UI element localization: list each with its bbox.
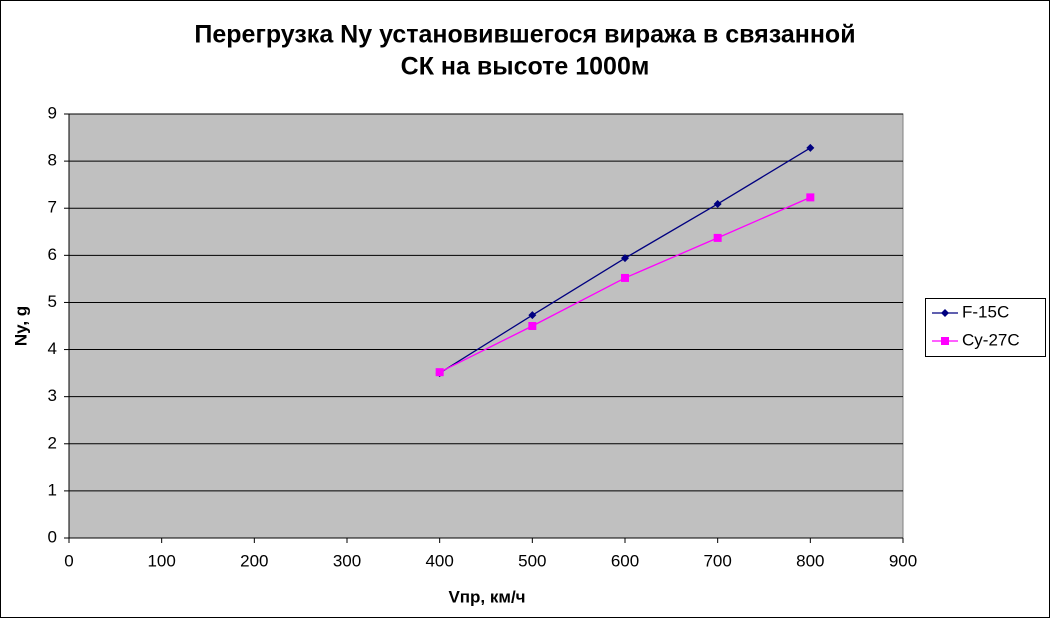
x-tick-label: 0 (64, 551, 73, 570)
marker (806, 193, 815, 202)
x-tick-label: 800 (796, 551, 824, 570)
x-tick-label: 400 (425, 551, 453, 570)
x-tick-label: 700 (703, 551, 731, 570)
y-tick-label: 9 (48, 103, 57, 122)
marker (528, 311, 537, 320)
marker (621, 254, 629, 263)
chart-title: Перегрузка Ny установившегося виража в с… (194, 21, 855, 49)
y-axis-label: Ny, g (11, 306, 30, 346)
marker (941, 309, 949, 317)
x-tick-label: 200 (240, 551, 268, 570)
marker (621, 273, 629, 282)
y-tick-label: 5 (48, 292, 57, 311)
x-tick-label: 300 (333, 551, 361, 570)
marker (713, 233, 722, 242)
marker (806, 143, 815, 152)
x-tick-label: 600 (611, 551, 639, 570)
marker (435, 368, 444, 377)
legend-label: Су-27С (962, 330, 1020, 349)
y-tick-label: 4 (48, 339, 57, 358)
y-tick-label: 6 (48, 245, 57, 264)
y-tick-label: 0 (48, 527, 57, 546)
marker (941, 337, 949, 345)
legend-box (925, 298, 1046, 357)
y-tick-label: 1 (48, 480, 57, 499)
x-axis-label: Vпр, км/ч (448, 587, 525, 606)
y-tick-label: 8 (48, 151, 57, 170)
chart-title: СК на высоте 1000м (401, 53, 650, 81)
marker (713, 199, 722, 208)
legend-label: F-15C (962, 302, 1009, 321)
plot-area (68, 113, 904, 539)
y-tick-label: 3 (48, 386, 57, 405)
marker (528, 322, 537, 330)
y-tick-label: 7 (48, 198, 57, 217)
x-tick-label: 100 (147, 551, 175, 570)
x-tick-label: 500 (518, 551, 546, 570)
y-tick-label: 2 (48, 433, 57, 452)
x-tick-label: 900 (889, 551, 917, 570)
